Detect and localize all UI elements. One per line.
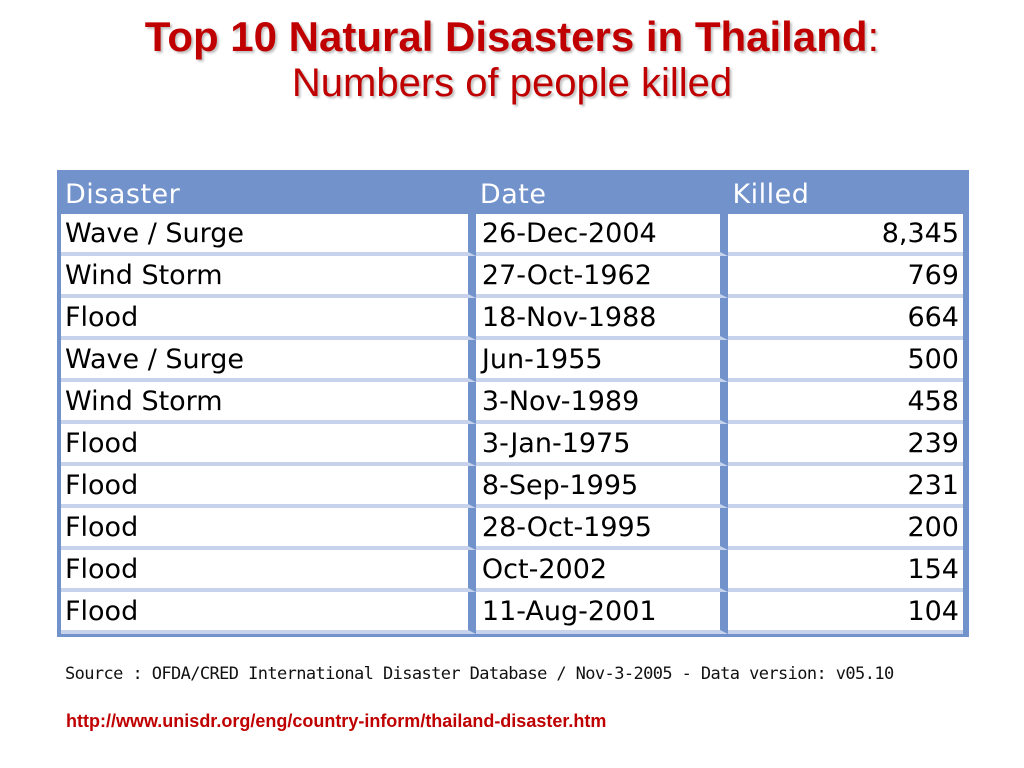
cell-killed: 239 [728, 424, 963, 466]
source-link[interactable]: http://www.unisdr.org/eng/country-inform… [66, 711, 607, 731]
cell-disaster: Flood [61, 424, 476, 466]
cell-killed: 769 [728, 256, 963, 298]
disaster-table-container: Disaster Date Killed Wave / Surge 26-Dec-… [57, 170, 969, 637]
slide-title: Top 10 Natural Disasters in Thailand: Nu… [0, 14, 1024, 106]
cell-disaster: Flood [61, 466, 476, 508]
cell-disaster: Wave / Surge [61, 214, 476, 256]
cell-date: 26-Dec-2004 [475, 214, 729, 256]
table-row: Wind Storm 3-Nov-1989 458 [61, 382, 963, 424]
table-row: Flood 28-Oct-1995 200 [61, 508, 963, 550]
table-row: Flood Oct-2002 154 [61, 550, 963, 592]
cell-disaster: Flood [61, 508, 476, 550]
table-row: Flood 8-Sep-1995 231 [61, 466, 963, 508]
header-disaster: Disaster [61, 174, 476, 214]
header-date: Date [475, 174, 729, 214]
cell-disaster: Flood [61, 592, 476, 634]
title-subtitle: Numbers of people killed [291, 61, 733, 105]
cell-disaster: Flood [61, 550, 476, 592]
table-body: Wave / Surge 26-Dec-2004 8,345 Wind Storm 27… [61, 214, 963, 634]
cell-killed: 664 [728, 298, 963, 340]
disaster-table: Disaster Date Killed Wave / Surge 26-Dec-… [61, 174, 963, 634]
cell-date: Jun-1955 [475, 340, 729, 382]
table-row: Flood 3-Jan-1975 239 [61, 424, 963, 466]
cell-killed: 104 [728, 592, 963, 634]
table-row: Wave / Surge 26-Dec-2004 8,345 [61, 214, 963, 256]
cell-disaster: Wind Storm [61, 382, 476, 424]
cell-date: 11-Aug-2001 [475, 592, 729, 634]
table-row: Flood 11-Aug-2001 104 [61, 592, 963, 634]
cell-killed: 500 [728, 340, 963, 382]
table-row: Wind Storm 27-Oct-1962 769 [61, 256, 963, 298]
cell-killed: 231 [728, 466, 963, 508]
cell-killed: 8,345 [728, 214, 963, 256]
table-row: Flood 18-Nov-1988 664 [61, 298, 963, 340]
cell-disaster: Wave / Surge [61, 340, 476, 382]
cell-date: 3-Nov-1989 [475, 382, 729, 424]
table-row: Wave / Surge Jun-1955 500 [61, 340, 963, 382]
cell-date: 3-Jan-1975 [475, 424, 729, 466]
cell-disaster: Flood [61, 298, 476, 340]
cell-date: 18-Nov-1988 [475, 298, 729, 340]
source-note: Source : OFDA/CRED International Disaste… [65, 664, 894, 684]
cell-date: 8-Sep-1995 [475, 466, 729, 508]
cell-disaster: Wind Storm [61, 256, 476, 298]
title-separator: : [867, 13, 880, 60]
cell-date: 27-Oct-1962 [475, 256, 729, 298]
title-main: Top 10 Natural Disasters in Thailand [144, 13, 868, 60]
cell-killed: 458 [728, 382, 963, 424]
cell-date: 28-Oct-1995 [475, 508, 729, 550]
cell-killed: 200 [728, 508, 963, 550]
header-killed: Killed [728, 174, 963, 214]
table-header-row: Disaster Date Killed [61, 174, 963, 214]
cell-killed: 154 [728, 550, 963, 592]
cell-date: Oct-2002 [475, 550, 729, 592]
